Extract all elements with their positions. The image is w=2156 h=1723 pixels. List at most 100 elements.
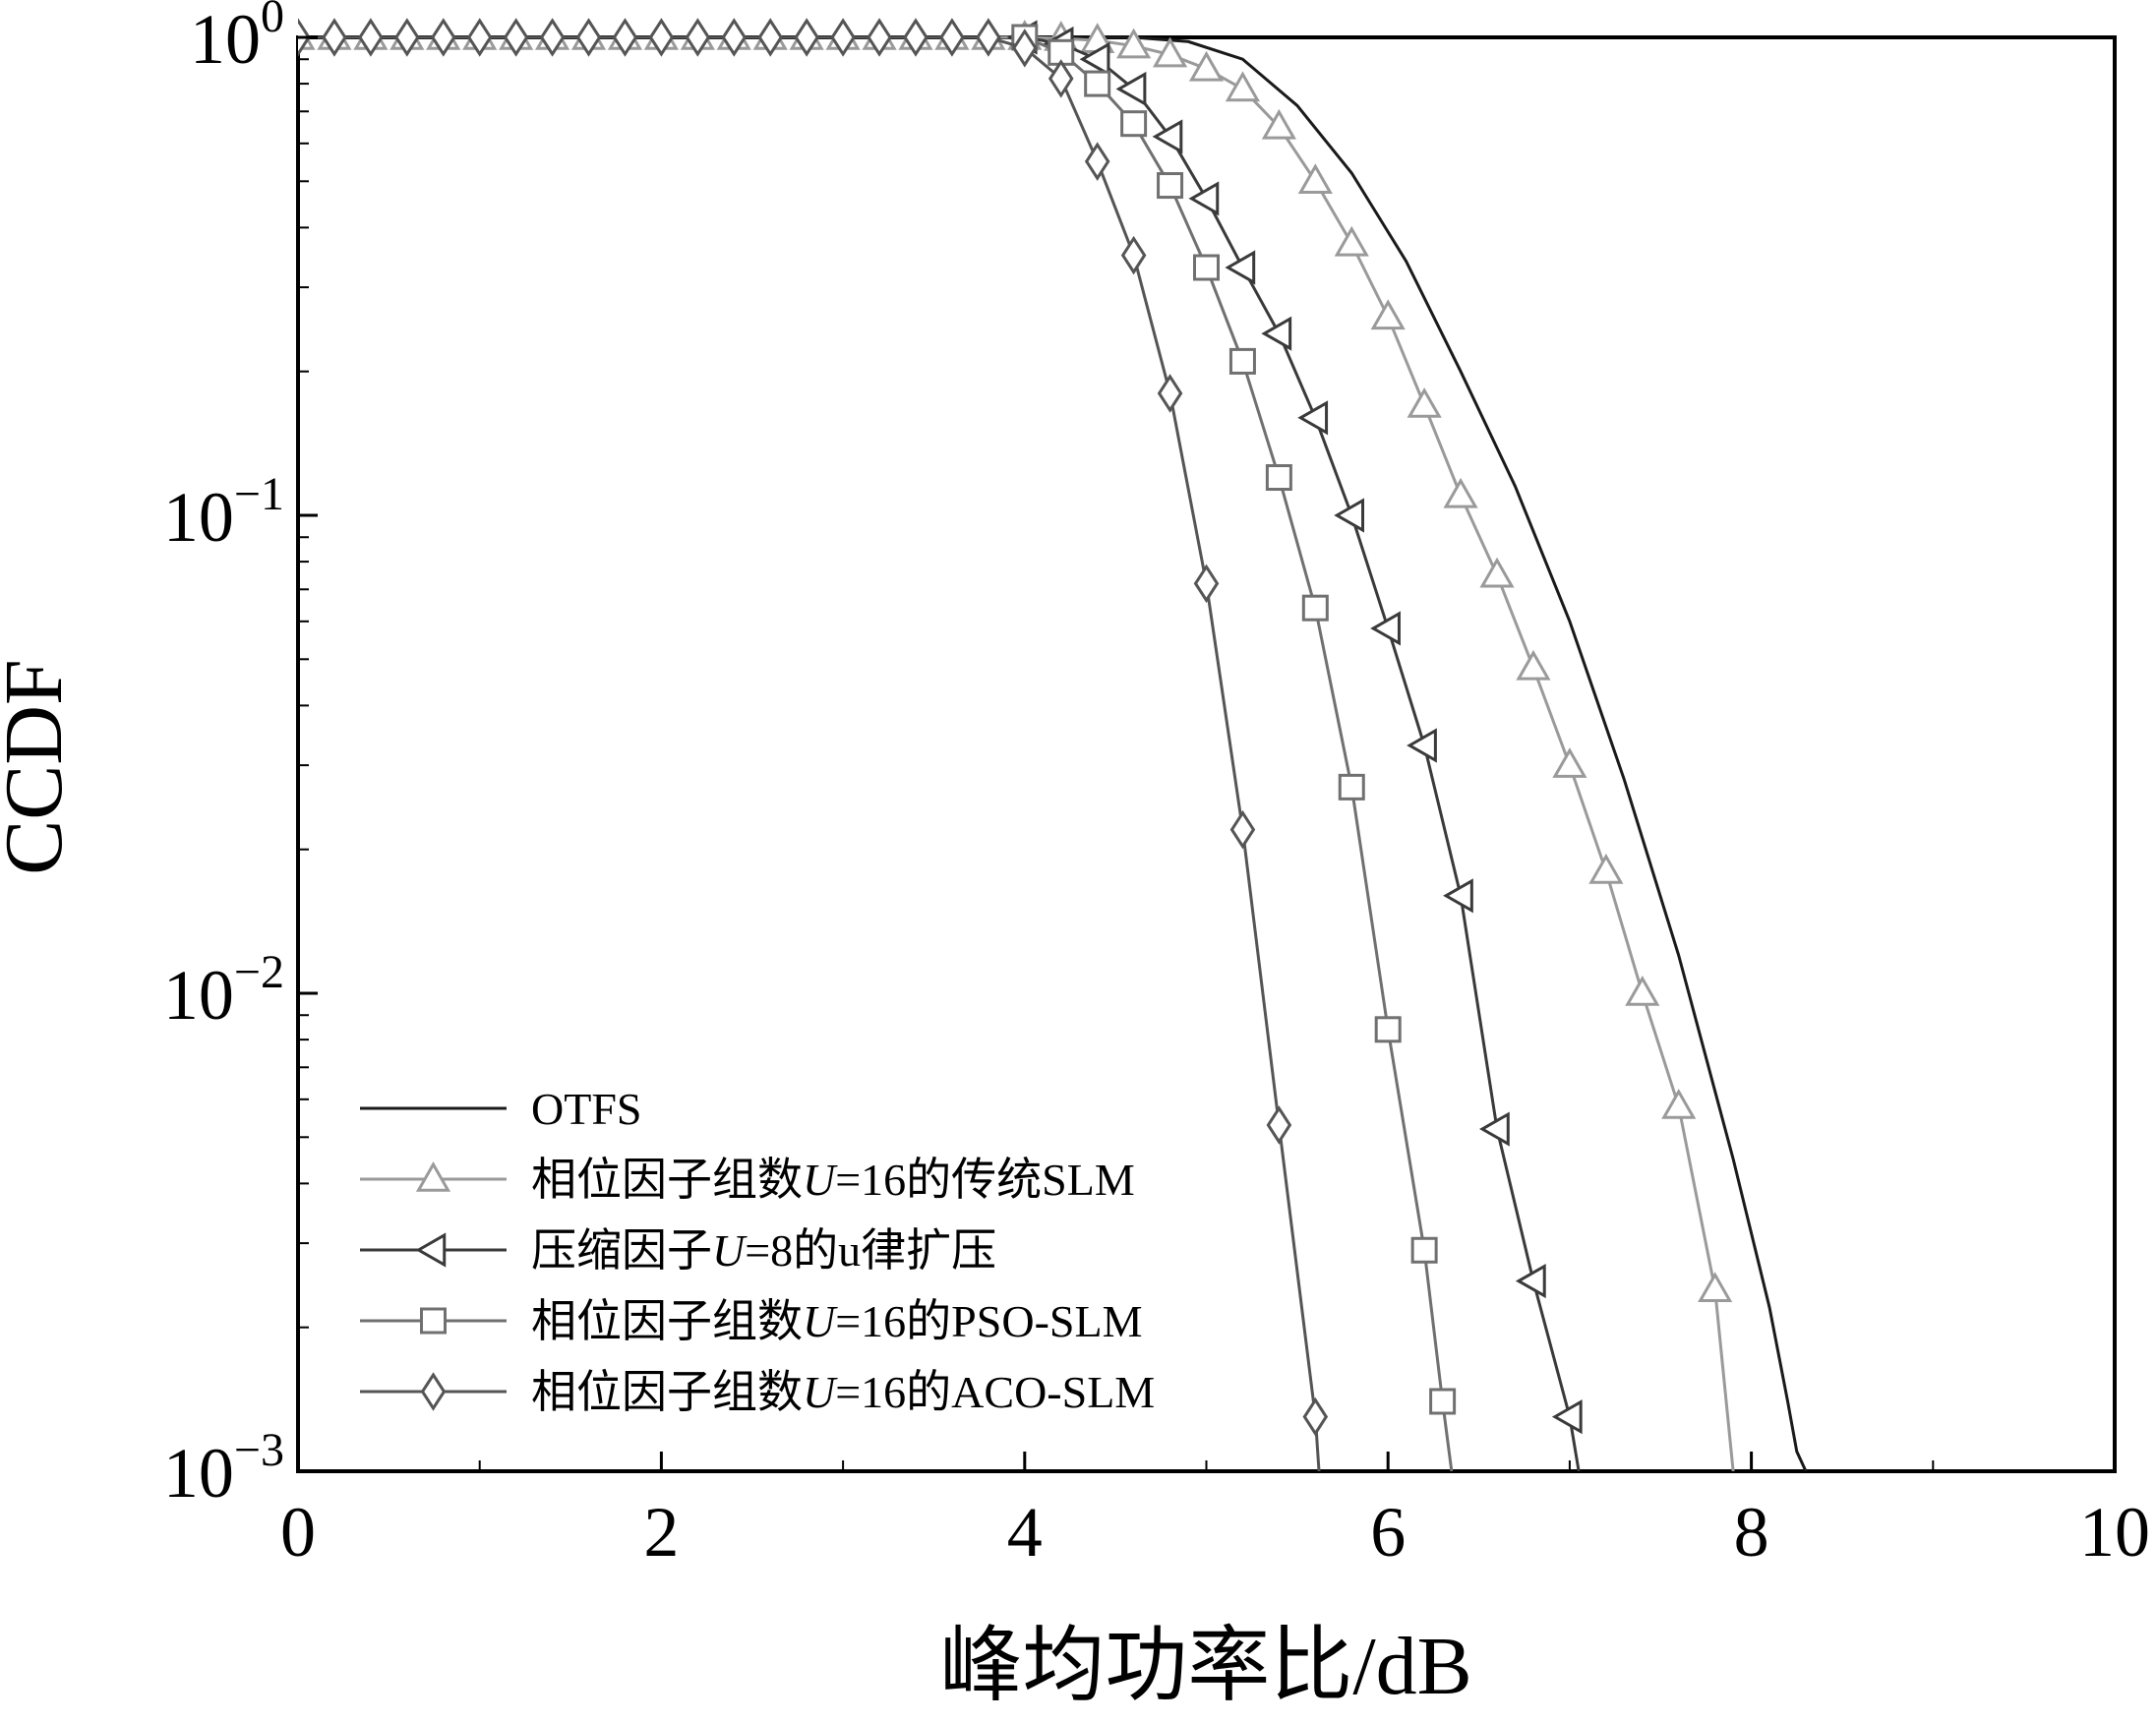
- data-point: [358, 18, 384, 57]
- data-point: [1193, 254, 1220, 281]
- legend-marker: [420, 1372, 447, 1411]
- data-point: [1443, 477, 1478, 508]
- series-0: [298, 35, 1808, 1471]
- data-point: [1588, 853, 1624, 884]
- legend-label: 压缩因子U=8的u律扩压: [531, 1225, 996, 1276]
- data-point: [1188, 181, 1220, 216]
- series-3: [1011, 24, 1457, 1471]
- data-point: [1338, 773, 1365, 801]
- data-point: [1012, 29, 1038, 68]
- data-point: [1229, 809, 1256, 850]
- series-4: [298, 18, 1329, 1471]
- x-tick-label: 6: [1370, 1493, 1406, 1572]
- data-point: [1079, 41, 1110, 77]
- data-point: [1551, 1399, 1583, 1435]
- data-point: [721, 18, 748, 57]
- data-point: [1625, 975, 1660, 1006]
- data-point: [1261, 108, 1296, 140]
- data-point: [322, 18, 347, 57]
- data-point: [1048, 59, 1074, 98]
- data-point: [1152, 36, 1188, 68]
- data-point: [466, 18, 493, 57]
- y-tick-label: 10−2: [163, 946, 284, 1035]
- data-point: [1188, 50, 1225, 82]
- data-point: [1429, 1388, 1457, 1415]
- data-point: [1334, 225, 1369, 257]
- data-point: [1116, 28, 1152, 59]
- data-point: [1478, 1111, 1510, 1147]
- data-point: [1297, 400, 1329, 436]
- data-point: [430, 18, 456, 57]
- legend-marker: [415, 1232, 447, 1268]
- data-point: [1265, 464, 1292, 492]
- data-point: [867, 18, 892, 57]
- series-1: [298, 19, 1735, 1471]
- data-point: [1084, 70, 1111, 97]
- data-point: [1698, 1272, 1733, 1302]
- data-point: [1515, 1264, 1546, 1299]
- y-tick-label: 100: [190, 0, 284, 79]
- data-point: [1479, 557, 1515, 588]
- data-point: [1193, 564, 1220, 604]
- legend-label: 相位因子组数U=16的传统SLM: [531, 1155, 1135, 1205]
- data-point: [1266, 1105, 1292, 1145]
- data-point: [794, 18, 819, 57]
- data-point: [1516, 649, 1551, 681]
- data-point: [394, 18, 420, 57]
- data-point: [1443, 878, 1473, 914]
- legend-marker: [420, 1307, 447, 1335]
- data-point: [1334, 498, 1365, 533]
- data-point: [1157, 172, 1184, 200]
- data-point: [1370, 299, 1406, 330]
- x-tick-label: 2: [643, 1493, 679, 1572]
- x-axis-label: 峰均功率比/dB: [939, 1621, 1471, 1712]
- data-point: [1407, 386, 1442, 418]
- data-point: [1407, 728, 1437, 763]
- legend-label: 相位因子组数U=16的PSO-SLM: [531, 1296, 1142, 1346]
- y-tick-label: 10−3: [163, 1424, 284, 1513]
- data-point: [757, 18, 784, 57]
- data-point: [1225, 250, 1256, 285]
- data-point: [1661, 1088, 1697, 1119]
- y-axis-label: CCDF: [0, 659, 80, 874]
- x-tick-label: 10: [2079, 1493, 2150, 1572]
- x-tick-label: 8: [1734, 1493, 1769, 1572]
- axis-ticks: 0 2 4 6 8 10 100 10−1 10−2 10−3: [163, 0, 2150, 1572]
- data-point: [903, 18, 928, 57]
- data-point: [539, 18, 566, 57]
- data-point: [612, 18, 638, 57]
- data-point: [575, 18, 602, 57]
- x-tick-label: 4: [1007, 1493, 1043, 1572]
- data-point: [1302, 1396, 1329, 1437]
- data-point: [1120, 235, 1147, 275]
- data-point: [1374, 1016, 1402, 1043]
- data-point: [1261, 316, 1292, 351]
- data-point: [685, 18, 711, 57]
- data-point: [1157, 374, 1183, 413]
- data-point: [1297, 163, 1333, 195]
- x-tick-label: 0: [280, 1493, 316, 1572]
- data-point: [976, 18, 1001, 57]
- data-point: [1301, 594, 1329, 622]
- data-point: [1152, 119, 1183, 154]
- series-line: [1024, 35, 1581, 1471]
- data-point: [939, 18, 965, 57]
- data-point: [648, 18, 675, 57]
- data-point: [1115, 71, 1147, 107]
- data-point: [503, 18, 529, 57]
- y-tick-label: 10−1: [163, 468, 284, 557]
- data-point: [1370, 611, 1401, 646]
- data-point: [1084, 142, 1110, 181]
- data-point: [1552, 747, 1587, 778]
- series-2: [1006, 20, 1583, 1471]
- legend-label: 相位因子组数U=16的ACO-SLM: [531, 1367, 1155, 1417]
- data-point: [1225, 71, 1261, 102]
- legend-marker: [415, 1160, 451, 1192]
- series-layer: [298, 18, 1808, 1471]
- series-line: [298, 35, 1808, 1471]
- series-line: [1024, 35, 1454, 1471]
- data-point: [830, 18, 856, 57]
- data-point: [1120, 110, 1148, 138]
